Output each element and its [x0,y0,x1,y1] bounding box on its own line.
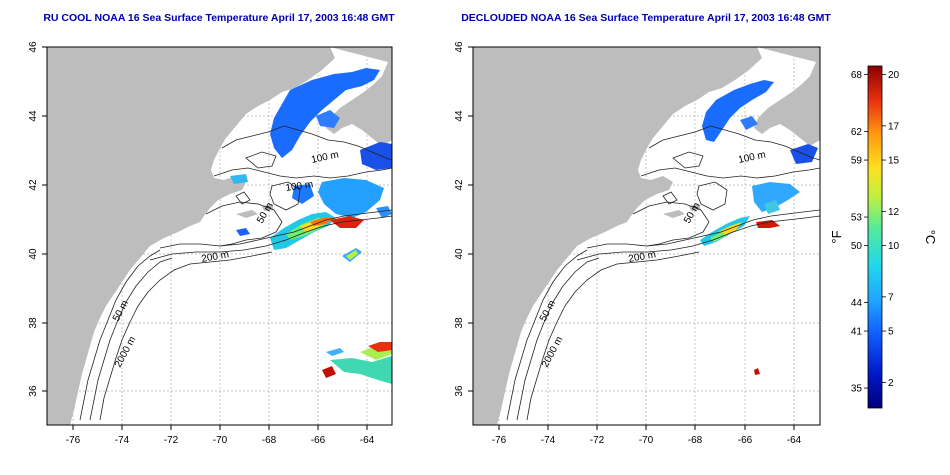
left-lat-tick: 44 [28,110,39,122]
right-lon-tick: -70 [639,435,654,446]
colorbar-f-tick-label: 44 [851,298,863,309]
colorbar-c-tick-label: 7 [888,292,894,303]
left-lat-tick: 42 [28,179,39,191]
right-bathymetry-contours [506,125,820,421]
colorbar-c-tick-label: 17 [888,121,900,132]
right-lat-tick: 44 [454,110,465,122]
right-lon-tick: -74 [541,435,556,446]
left-contour-label-200m: 200 m [201,249,230,265]
right-panel-title: DECLOUDED NOAA 16 Sea Surface Temperatur… [461,12,831,24]
colorbar-f-tick-label: 68 [851,70,863,81]
colorbar-gradient [867,65,883,409]
right-map-content: 100 m 50 m 200 m 50 m 2000 m [473,47,820,425]
right-lon-tick: -68 [688,435,703,446]
colorbar-f-tick-label: 50 [851,241,863,252]
colorbar-c-tick-label: 10 [888,241,900,252]
left-lon-tick: -72 [164,435,179,446]
left-lat-tick: 40 [28,248,39,260]
right-lon-tick: -64 [787,435,802,446]
right-lat-tick: 40 [454,248,465,260]
right-lat-axis: 36 38 40 42 44 46 [454,41,473,397]
left-lon-tick: -76 [66,435,81,446]
right-lon-tick: -76 [492,435,507,446]
left-lon-tick: -66 [311,435,326,446]
right-nova-scotia [754,47,820,146]
colorbar-ticks: 68 62 59 53 50 44 41 35 20 17 15 12 10 7 5 2 [851,70,900,395]
left-islands [236,204,274,218]
colorbar-c-tick-label: 2 [888,378,894,389]
right-islands [663,204,701,218]
colorbar-f-tick-label: 35 [851,384,863,395]
right-mainland [473,47,762,425]
colorbar-c-unit: °C [923,230,938,245]
left-lat-tick: 46 [28,41,39,53]
right-lon-tick: -66 [738,435,753,446]
left-sst-overlay [230,68,392,384]
temperature-colorbar: 68 62 59 53 50 44 41 35 20 17 15 12 10 7 5 2 °F °C [829,65,938,409]
colorbar-f-tick-label: 59 [851,156,863,167]
right-lat-tick: 46 [454,41,465,53]
colorbar-c-tick-label: 20 [888,70,900,81]
colorbar-c-tick-label: 15 [888,156,900,167]
colorbar-f-unit: °F [829,230,844,243]
left-lat-axis: 36 38 40 42 44 46 [28,41,47,397]
colorbar-f-tick-label: 41 [851,327,863,338]
left-nova-scotia [326,47,392,146]
left-lon-axis: -76 -74 -72 -70 -68 -66 -64 [66,425,375,446]
colorbar-c-tick-label: 5 [888,327,894,338]
left-lon-tick: -64 [360,435,375,446]
right-lat-tick: 42 [454,179,465,191]
left-lon-tick: -70 [213,435,228,446]
left-contour-label-100m-b: 100 m [285,179,314,194]
left-map-content: 100 m 100 m 50 m 200 m 50 m 2000 m [47,47,392,425]
colorbar-f-tick-label: 53 [851,213,863,224]
left-bathymetry-contours [79,125,392,421]
right-lon-axis: -76 -74 -72 -70 -68 -66 -64 [492,425,802,446]
left-lon-tick: -68 [262,435,277,446]
colorbar-c-tick-label: 12 [888,207,900,218]
left-lon-tick: -74 [115,435,130,446]
left-mainland [47,47,335,425]
colorbar-f-tick-label: 62 [851,127,863,138]
left-map-panel: RU COOL NOAA 16 Sea Surface Temperature … [28,12,395,446]
right-lon-tick: -72 [590,435,605,446]
right-map-panel: DECLOUDED NOAA 16 Sea Surface Temperatur… [454,12,831,446]
right-contour-label-200m: 200 m [628,249,657,265]
left-panel-title: RU COOL NOAA 16 Sea Surface Temperature … [43,12,395,24]
left-lat-tick: 38 [28,317,39,329]
right-lat-tick: 38 [454,317,465,329]
right-lat-tick: 36 [454,385,465,397]
left-lat-tick: 36 [28,385,39,397]
